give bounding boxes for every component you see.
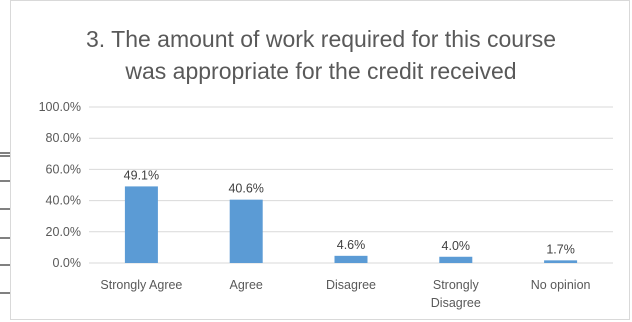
y-axis-ticks: 0.0% 20.0% 40.0% 60.0% 80.0% 100.0%: [39, 100, 81, 270]
data-label: 1.7%: [546, 242, 575, 256]
bars: [124, 186, 578, 263]
bar-4: [544, 260, 578, 263]
data-label: 4.6%: [337, 238, 366, 252]
bar-1: [229, 199, 263, 263]
y-tick-label: 60.0%: [46, 162, 81, 176]
y-tick-label: 20.0%: [46, 225, 81, 239]
y-tick-label: 80.0%: [46, 131, 81, 145]
chart-frame: 3. The amount of work required for this …: [10, 0, 630, 320]
category-label: Disagree: [431, 296, 481, 310]
category-label: No opinion: [531, 278, 591, 292]
chart-title: 3. The amount of work required for this …: [86, 26, 556, 84]
bar-chart: 3. The amount of work required for this …: [39, 26, 613, 310]
bar-0: [124, 186, 158, 263]
data-label: 40.6%: [228, 182, 263, 196]
data-label: 49.1%: [124, 168, 159, 182]
y-tick-label: 0.0%: [53, 256, 82, 270]
chart-title-line-2: was appropriate for the credit received: [124, 58, 516, 84]
page-edge-lines: [0, 152, 12, 294]
gridlines: [89, 106, 613, 264]
y-tick-label: 100.0%: [39, 100, 81, 114]
y-tick-label: 40.0%: [46, 194, 81, 208]
category-label: Strongly Agree: [100, 278, 182, 292]
bar-3: [439, 256, 473, 263]
bar-2: [334, 255, 368, 263]
chart-title-line-1: 3. The amount of work required for this …: [86, 26, 556, 52]
category-label: Agree: [230, 278, 263, 292]
category-label: Strongly: [433, 278, 480, 292]
x-axis-categories: Strongly Agree Agree Disagree Strongly Disag…: [100, 278, 590, 310]
data-label: 4.0%: [442, 239, 471, 253]
category-label: Disagree: [326, 278, 376, 292]
data-labels: 49.1% 40.6% 4.6% 4.0% 1.7%: [124, 168, 575, 256]
